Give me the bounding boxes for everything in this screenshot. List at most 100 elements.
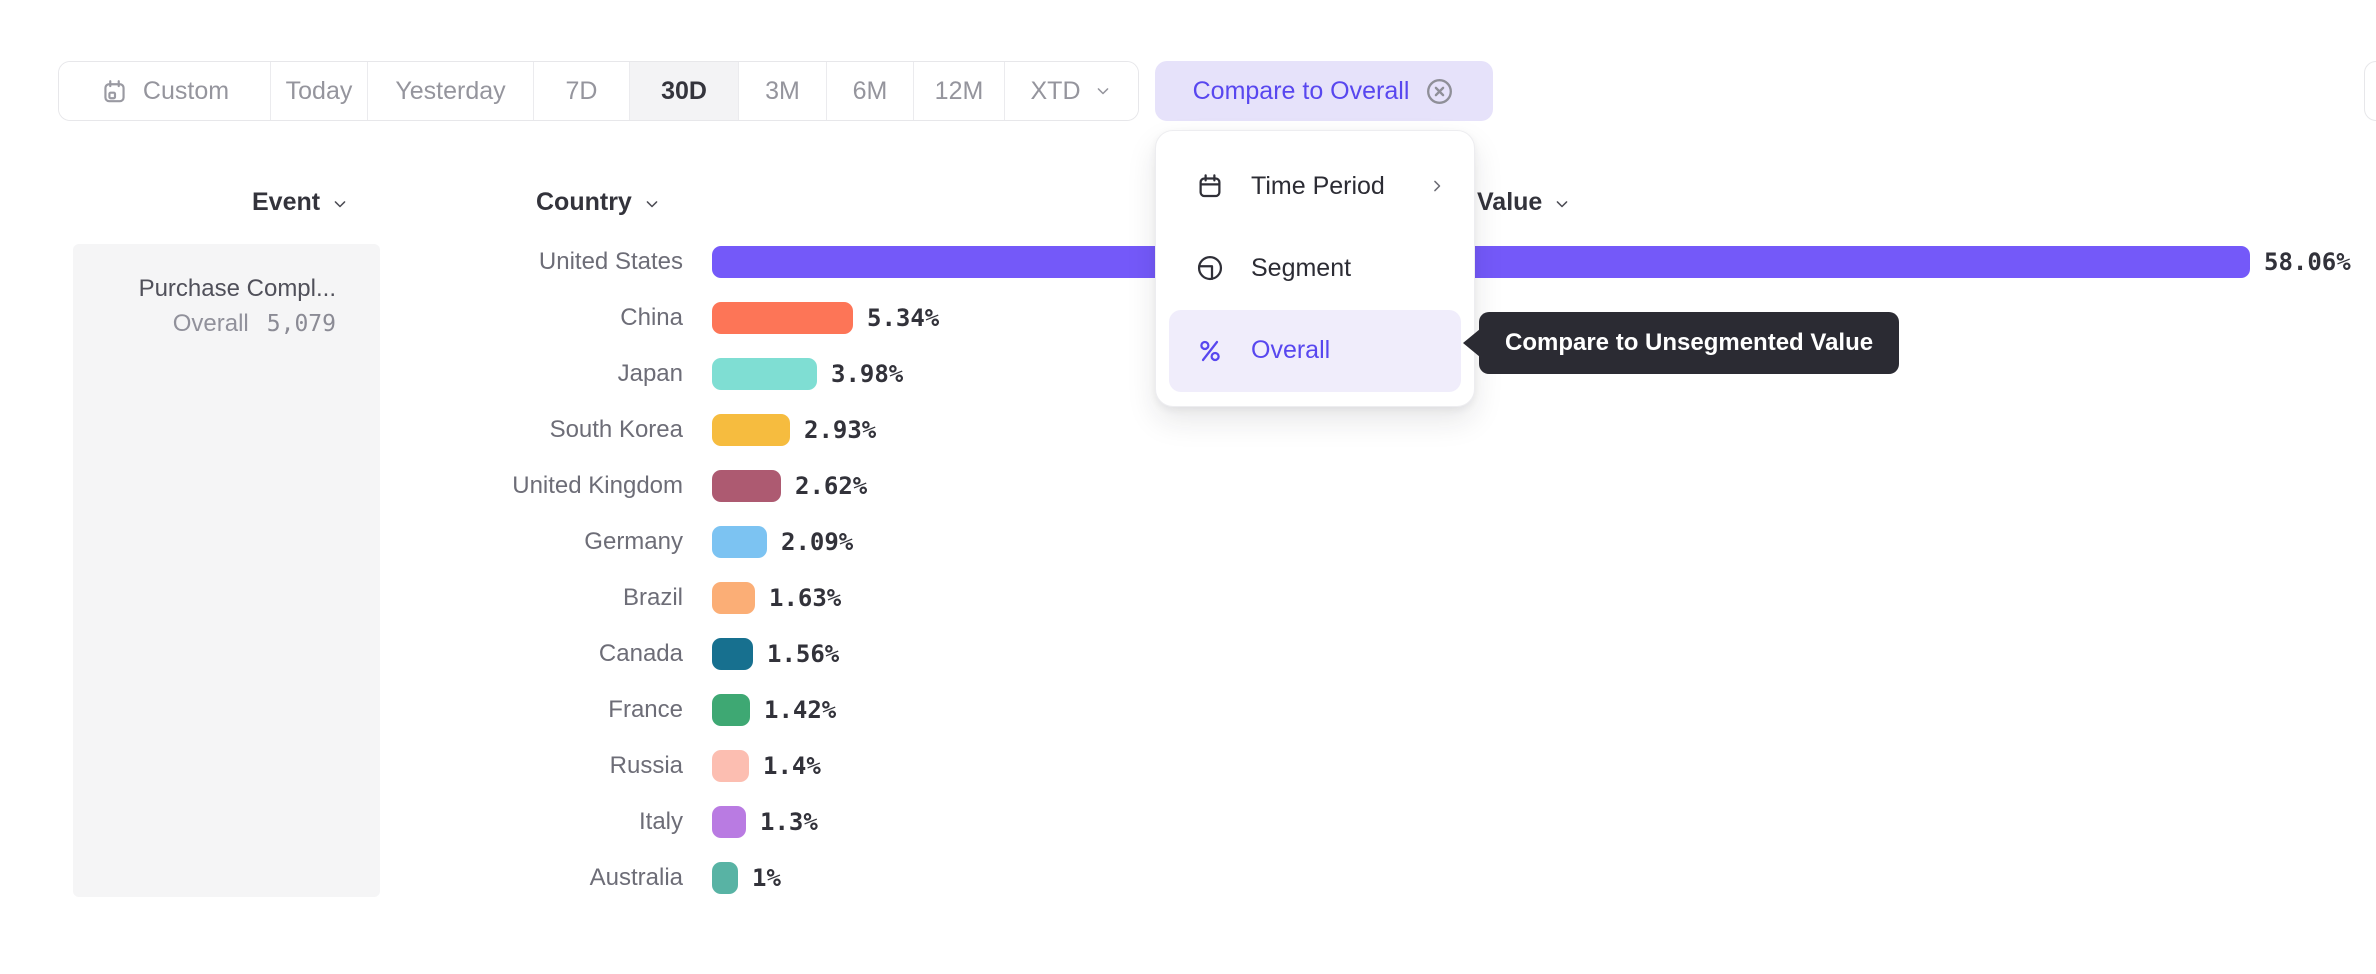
compare-dropdown-menu: Time Period Segment Overall — [1155, 130, 1475, 407]
bar-russia[interactable] — [712, 750, 749, 782]
column-header-value[interactable]: Value — [1477, 188, 1572, 217]
dismiss-circle-icon[interactable] — [1424, 76, 1455, 107]
chart-row-france: France 1.42% — [0, 682, 2376, 738]
column-header-value-label: Value — [1477, 188, 1543, 216]
bar-france[interactable] — [712, 694, 750, 726]
event-name: Purchase Compl... — [138, 275, 336, 302]
value-label: 1% — [752, 864, 781, 892]
bar-germany[interactable] — [712, 526, 767, 558]
chart-row-united-kingdom: United Kingdom 2.62% — [0, 458, 2376, 514]
chevron-down-icon — [1552, 191, 1572, 214]
value-label: 58.06% — [2264, 248, 2351, 276]
date-range-today[interactable]: Today — [271, 62, 368, 120]
country-label: Brazil — [622, 584, 683, 611]
calendar-icon — [104, 79, 125, 102]
country-label: South Korea — [549, 416, 683, 443]
tooltip-text: Compare to Unsegmented Value — [1505, 329, 1874, 356]
value-label: 5.34% — [867, 304, 940, 332]
country-label: Japan — [617, 360, 683, 387]
dismiss-circle-icon — [1427, 78, 1453, 104]
date-range-label: Today — [285, 76, 353, 105]
chevron-down-icon — [646, 201, 658, 208]
segment-icon — [1197, 256, 1223, 281]
country-label: United Kingdom — [512, 472, 683, 499]
bar-australia[interactable] — [712, 862, 738, 894]
chart-row-italy: Italy 1.3% — [0, 794, 2376, 850]
column-header-country-label: Country — [536, 188, 632, 216]
chevron-down-icon — [334, 201, 346, 208]
value-label: 2.09% — [781, 528, 854, 556]
bar-brazil[interactable] — [712, 582, 755, 614]
chart-row-russia: Russia 1.4% — [0, 738, 2376, 794]
column-header-event-label: Event — [252, 188, 321, 216]
date-range-30d[interactable]: 30D — [630, 62, 739, 120]
compare-to-overall-label: Compare to Overall — [1192, 76, 1410, 105]
bar-china[interactable] — [712, 302, 853, 334]
menu-item-time-period[interactable]: Time Period — [1169, 145, 1461, 227]
value-label: 1.42% — [764, 696, 837, 724]
date-range-label: Custom — [142, 76, 230, 105]
date-range-3m[interactable]: 3M — [739, 62, 827, 120]
date-range-yesterday[interactable]: Yesterday — [368, 62, 534, 120]
country-label: Italy — [638, 808, 683, 835]
country-label: France — [608, 696, 683, 723]
chart-row-canada: Canada 1.56% — [0, 626, 2376, 682]
menu-item-overall[interactable]: Overall — [1169, 309, 1461, 392]
date-range-label: 6M — [852, 76, 888, 105]
country-label: Germany — [584, 528, 683, 555]
date-range-12m[interactable]: 12M — [914, 62, 1005, 120]
country-label: United States — [538, 248, 683, 275]
chevron-down-icon — [1097, 88, 1108, 95]
date-range-7d[interactable]: 7D — [534, 62, 630, 120]
chart-row-china: China 5.34% — [0, 290, 2376, 346]
event-overall-label: Overall — [172, 310, 249, 337]
menu-item-label: Overall — [1251, 336, 1331, 365]
date-range-label: 3M — [765, 76, 800, 105]
chart-row-japan: Japan 3.98% — [0, 346, 2376, 402]
bar-canada[interactable] — [712, 638, 753, 670]
chart-row-united-states: United States 58.06% — [0, 234, 2376, 290]
bar-japan[interactable] — [712, 358, 817, 390]
column-header-country[interactable]: Country — [536, 188, 662, 217]
value-label: 1.56% — [767, 640, 840, 668]
country-label: China — [620, 304, 683, 331]
event-overall-value: 5,079 — [266, 311, 336, 337]
date-range-label: 12M — [934, 76, 984, 105]
chart-row-germany: Germany 2.09% — [0, 514, 2376, 570]
chevron-down-icon — [642, 191, 662, 214]
event-cell[interactable]: Purchase Compl... Overall 5,079 — [73, 244, 380, 897]
bar-united-states[interactable] — [712, 246, 2250, 278]
tooltip-arrow — [1463, 329, 1480, 357]
compare-to-overall-button[interactable]: Compare to Overall — [1155, 61, 1493, 121]
bar-south-korea[interactable] — [712, 414, 790, 446]
value-label: 3.98% — [831, 360, 904, 388]
date-range-label: Yesterday — [395, 76, 506, 105]
chevron-down-icon — [330, 191, 350, 214]
date-range-label: XTD — [1030, 76, 1081, 105]
column-header-event[interactable]: Event — [252, 188, 350, 217]
date-range-6m[interactable]: 6M — [827, 62, 914, 120]
offscreen-button-fragment — [2364, 61, 2376, 121]
bar-united-kingdom[interactable] — [712, 470, 781, 502]
event-overall-row: Overall 5,079 — [73, 310, 336, 338]
date-range-custom[interactable]: Custom — [59, 62, 271, 120]
country-label: Russia — [609, 752, 683, 779]
chart-row-australia: Australia 1% — [0, 850, 2376, 906]
chevron-down-icon — [1556, 201, 1568, 208]
menu-item-label: Time Period — [1251, 171, 1385, 200]
tooltip: Compare to Unsegmented Value — [1463, 312, 1900, 374]
date-range-xtd[interactable]: XTD — [1005, 62, 1138, 120]
chevron-right-icon — [1434, 180, 1441, 192]
date-range-label: 30D — [661, 76, 707, 105]
percent-icon — [1200, 340, 1220, 361]
menu-item-label: Segment — [1251, 253, 1352, 282]
value-label: 1.4% — [763, 752, 821, 780]
bar-italy[interactable] — [712, 806, 746, 838]
country-label: Canada — [598, 640, 683, 667]
chart-row-south-korea: South Korea 2.93% — [0, 402, 2376, 458]
value-label: 2.62% — [795, 472, 868, 500]
calendar-line-icon — [1199, 174, 1221, 198]
value-label: 1.3% — [760, 808, 818, 836]
menu-item-segment[interactable]: Segment — [1169, 227, 1461, 309]
